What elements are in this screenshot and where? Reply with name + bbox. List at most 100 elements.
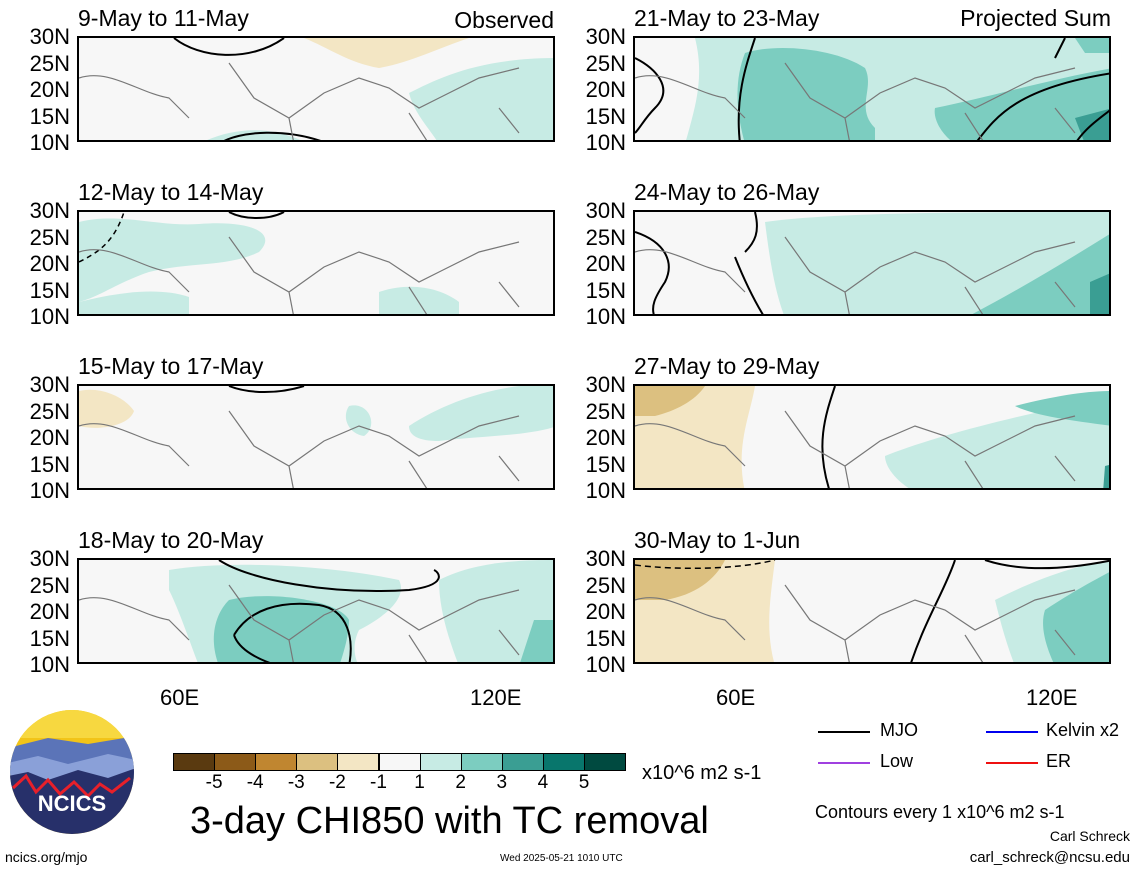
lat-tick-label: 10N — [29, 130, 70, 155]
x-tick-60e-left: 60E — [160, 685, 200, 710]
legend-er-line — [986, 762, 1038, 764]
legend-er-label: ER — [1046, 751, 1072, 771]
timestamp: Wed 2025-05-21 1010 UTC — [500, 853, 623, 864]
x-tick-120e-left: 120E — [470, 685, 522, 710]
legend-low-line — [818, 762, 870, 764]
lat-tick-label: 10N — [29, 652, 70, 677]
colorbar-swatch — [419, 753, 462, 771]
author-email: carl_schreck@ncsu.edu — [969, 849, 1130, 866]
panel-title: 12-May to 14-May — [78, 179, 264, 205]
colorbar-tick-label: 2 — [455, 772, 466, 793]
x-tick-120e-right: 120E — [1026, 685, 1078, 710]
lat-tick-label: 30N — [29, 198, 70, 223]
ncics-logo: NCICS — [8, 708, 136, 836]
map-area — [633, 558, 1111, 664]
lat-tick-label: 10N — [585, 652, 626, 677]
lat-tick-label: 10N — [29, 478, 70, 503]
lat-tick-label: 30N — [585, 24, 626, 49]
colorbar-swatch — [460, 753, 503, 771]
lat-tick-label: 25N — [29, 224, 70, 250]
colorbar-swatch — [337, 753, 380, 771]
panel-title: 18-May to 20-May — [78, 527, 264, 553]
x-tick-60e-right: 60E — [716, 685, 756, 710]
panel-title: 30-May to 1-Jun — [634, 527, 801, 553]
figure-title: 3-day CHI850 with TC removal — [190, 800, 709, 842]
lat-tick-label: 10N — [585, 304, 626, 329]
colorbar-tick-label: 5 — [578, 772, 590, 793]
lat-tick-label: 25N — [29, 50, 70, 76]
lat-tick-label: 25N — [29, 572, 70, 598]
colorbar-tick-label: 1 — [414, 772, 425, 793]
colorbar-tick-label: -5 — [205, 772, 223, 793]
lat-tick-label: 20N — [29, 77, 70, 102]
map-area — [77, 210, 555, 316]
lat-tick-label: 20N — [29, 599, 70, 624]
panel-title: 15-May to 17-May — [78, 353, 264, 379]
logo-text: NCICS — [38, 791, 106, 816]
colorbar-swatch — [584, 753, 627, 771]
map-area — [633, 36, 1111, 142]
lat-tick-label: 30N — [585, 372, 626, 397]
lat-tick-label: 20N — [585, 599, 626, 624]
colorbar-swatch — [296, 753, 339, 771]
legend-kelvin-line — [986, 731, 1038, 733]
panel-corner-label: Observed — [454, 7, 554, 33]
lat-tick-label: 20N — [29, 425, 70, 450]
panel-title: 21-May to 23-May — [634, 5, 820, 31]
lat-tick-label: 25N — [585, 224, 626, 250]
legend-kelvin-label: Kelvin x2 — [1046, 720, 1120, 740]
lat-tick-label: 15N — [29, 277, 70, 303]
lat-tick-label: 10N — [585, 130, 626, 155]
contour-note: Contours every 1 x10^6 m2 s-1 — [815, 802, 1065, 822]
panel-title: 27-May to 29-May — [634, 353, 820, 379]
colorbar-tick-label: -2 — [328, 772, 346, 793]
lat-tick-label: 30N — [585, 546, 626, 571]
lat-tick-label: 20N — [585, 425, 626, 450]
legend-low-label: Low — [880, 751, 914, 771]
lat-tick-label: 25N — [585, 50, 626, 76]
lat-tick-label: 25N — [585, 572, 626, 598]
colorbar-swatch — [255, 753, 298, 771]
lat-tick-label: 20N — [29, 251, 70, 276]
colorbar-swatch — [378, 753, 421, 771]
colorbar-swatch — [501, 753, 544, 771]
colorbar-swatch — [542, 753, 585, 771]
colorbar-tick-label: 4 — [537, 772, 549, 793]
lat-tick-label: 25N — [585, 398, 626, 424]
lat-tick-label: 30N — [585, 198, 626, 223]
colorbar-units: x10^6 m2 s-1 — [642, 762, 762, 784]
lat-tick-label: 20N — [585, 251, 626, 276]
lat-tick-label: 30N — [29, 546, 70, 571]
map-area — [633, 384, 1111, 490]
lat-tick-label: 15N — [585, 451, 626, 477]
panel-title: 9-May to 11-May — [78, 5, 249, 31]
lat-tick-label: 30N — [29, 24, 70, 49]
panel-title: 24-May to 26-May — [634, 179, 820, 205]
lat-tick-label: 10N — [29, 304, 70, 329]
lat-tick-label: 15N — [585, 277, 626, 303]
colorbar-swatch — [214, 753, 257, 771]
lat-tick-label: 25N — [29, 398, 70, 424]
legend-mjo-line — [818, 731, 870, 733]
legend-mjo-label: MJO — [880, 720, 918, 740]
lat-tick-label: 30N — [29, 372, 70, 397]
lat-tick-label: 15N — [29, 103, 70, 129]
colorbar-swatch — [173, 753, 216, 771]
colorbar-tick-label: -4 — [246, 772, 264, 793]
author-name: Carl Schreck — [1049, 828, 1130, 844]
colorbar-tick-label: -3 — [287, 772, 305, 793]
website-link[interactable]: ncics.org/mjo — [5, 849, 88, 865]
map-area — [77, 384, 555, 490]
colorbar-tick-label: 3 — [496, 772, 508, 793]
lat-tick-label: 10N — [585, 478, 626, 503]
lat-tick-label: 15N — [585, 625, 626, 651]
colorbar-tick-label: -1 — [370, 772, 387, 793]
panel-corner-label: Projected Sum — [960, 5, 1111, 31]
lat-tick-label: 15N — [585, 103, 626, 129]
map-area — [77, 558, 555, 664]
map-area — [77, 36, 555, 142]
map-area — [633, 210, 1111, 316]
lat-tick-label: 15N — [29, 625, 70, 651]
lat-tick-label: 15N — [29, 451, 70, 477]
lat-tick-label: 20N — [585, 77, 626, 102]
